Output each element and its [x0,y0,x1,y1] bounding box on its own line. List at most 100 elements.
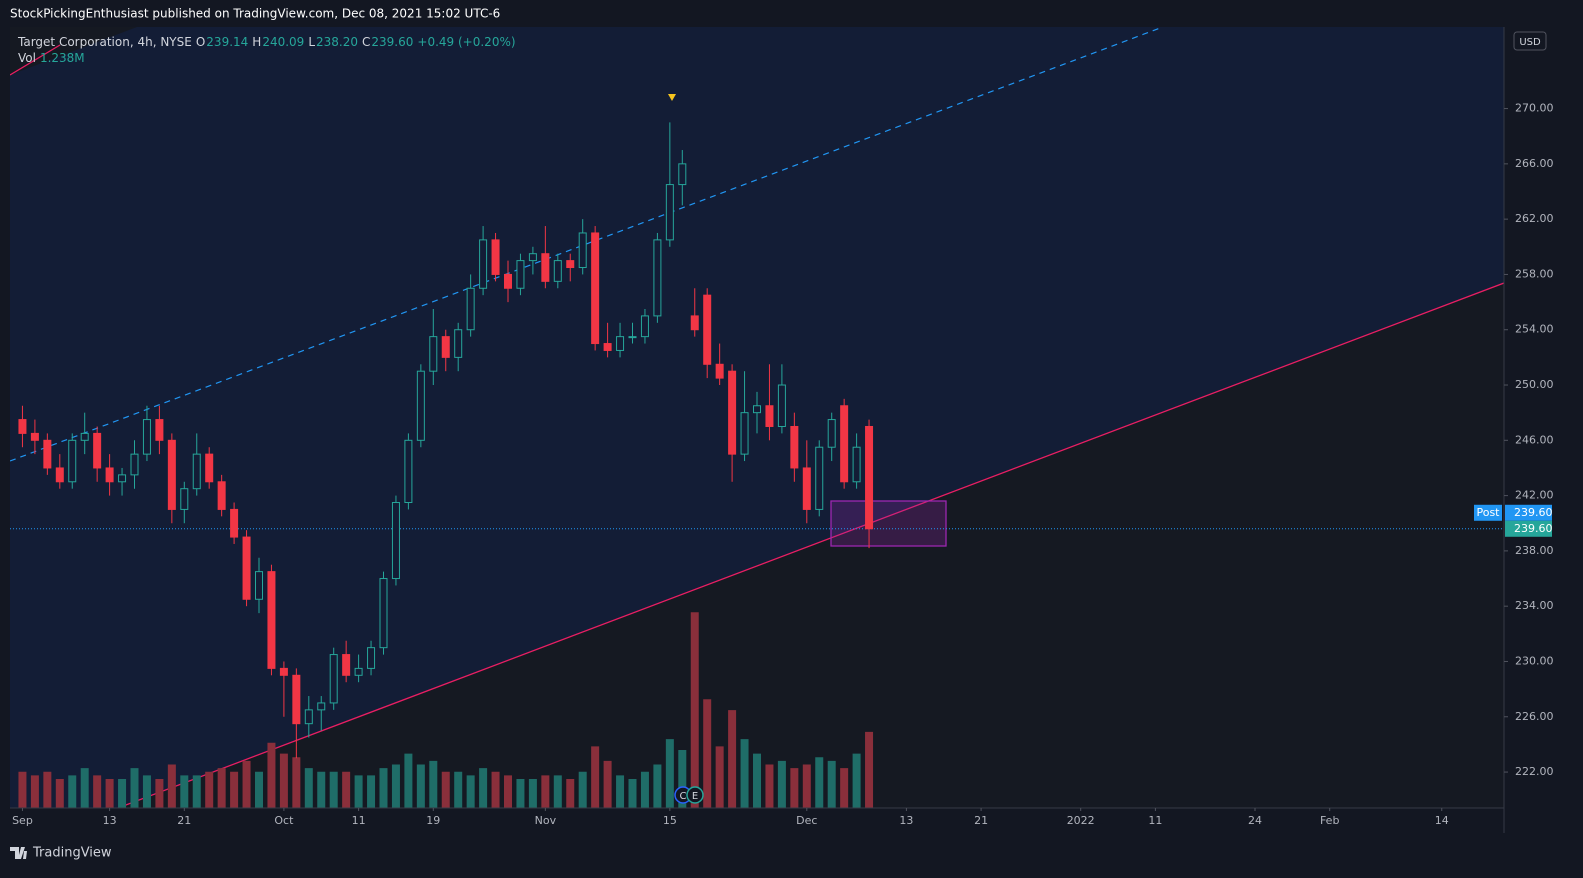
candle-body [93,432,102,469]
currency: USD [1519,37,1541,48]
candle-body [279,667,288,676]
volume-bar [690,612,699,808]
candle-body [105,467,114,483]
volume-bar [441,771,450,808]
candle-body [591,232,600,345]
candle-body [777,384,786,427]
y-tick-label: 242.00 [1515,489,1554,502]
candle-body [840,405,849,483]
candle-body [429,336,438,372]
volume-bar [528,779,537,808]
volume-bar [279,753,288,808]
candle-body [479,239,488,289]
candle-body [192,453,201,490]
candle-body [242,536,251,600]
change: +0.49 (+0.20%) [417,35,516,49]
candle-body [43,439,52,469]
volume-bar [753,753,761,808]
candle-body [865,425,874,530]
candle-body [553,260,562,282]
candle-body [329,654,338,704]
volume-bar [541,775,550,808]
volume-bar [342,771,351,808]
volume-bar [180,775,189,808]
volume-bar [55,779,64,808]
volume-bar [628,779,637,808]
volume-bar [491,771,500,808]
y-tick-label: 246.00 [1515,433,1554,446]
last-price-box [1505,520,1552,537]
candle-body [541,253,550,282]
volume-bar [242,760,251,808]
volume-bar [553,775,562,808]
volume-bar [790,768,799,808]
volume-bar [192,775,201,808]
volume-bar [379,768,388,808]
volume-bar [466,775,475,808]
candle-body [454,329,463,358]
candle-body [827,419,836,448]
candle-body [255,571,263,600]
high-marker [668,94,676,101]
x-tick-label: 11 [352,814,366,827]
channel-lower [117,282,1504,808]
volume-bar [354,775,363,808]
x-tick-label: 21 [177,814,191,827]
candle-body [715,363,724,379]
candle-body [317,702,326,711]
volume-bar [329,771,338,808]
y-tick-label: 270.00 [1515,102,1554,115]
volume-bar [105,779,114,808]
candle-body [80,432,89,441]
candle-body [292,674,301,725]
volume-bar [665,739,674,808]
volume-bar [479,768,488,808]
candle-body [30,432,39,441]
event-label[interactable]: E [692,791,698,802]
x-tick-label: Sep [12,814,33,827]
candle-body [802,467,811,510]
volume-bar [255,771,263,808]
post-price-label: 239.60 [1514,506,1553,519]
candle-body [142,419,151,455]
candle-body [753,405,761,414]
candle-body [640,315,649,338]
volume-bar [616,775,625,808]
footer-bar [0,838,1583,878]
event-icon[interactable] [686,786,704,804]
x-tick-label: 11 [1148,814,1162,827]
y-tick-label: 266.00 [1515,157,1554,170]
volume-bar [603,760,612,808]
volume-bar [30,775,39,808]
volume-bar [118,779,127,808]
volume-bar [740,739,749,808]
candle-body [304,709,313,725]
x-tick-label: 21 [974,814,988,827]
candle-body [653,239,662,317]
volume-bar [715,746,724,808]
candle-body [516,260,525,289]
volume-bar [566,779,575,808]
volume-bar [80,768,89,808]
candle-body [267,571,276,669]
candle-body [491,239,500,275]
volume-bar [852,753,861,808]
candle-body [740,412,749,455]
volume-bar [429,760,438,808]
y-tick-label: 222.00 [1515,765,1554,778]
volume-bar [205,771,214,808]
event-label[interactable]: C [680,791,687,802]
candle-body [566,260,575,269]
candle-body [528,253,537,262]
ohlc-value: 238.20 [316,35,359,49]
candle-body [578,232,587,269]
volume-bar [802,764,811,808]
x-tick-label: 2022 [1067,814,1095,827]
ohlc-value: 239.60 [371,35,414,49]
post-price-box [1505,504,1552,521]
candle-body [603,343,612,351]
x-tick-label: Feb [1320,814,1339,827]
candle-body [155,419,164,441]
candle-body [55,467,64,483]
